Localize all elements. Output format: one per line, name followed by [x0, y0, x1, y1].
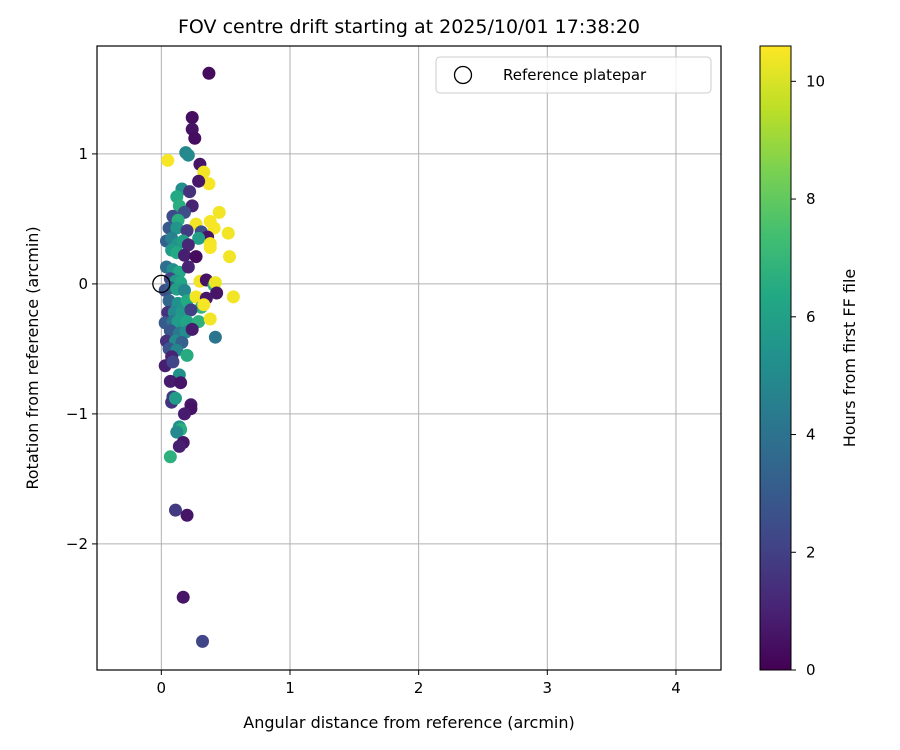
data-point — [203, 241, 217, 254]
data-point — [181, 260, 195, 274]
chart-title: FOV centre drift starting at 2025/10/01 … — [178, 16, 640, 38]
x-tick-label: 0 — [157, 679, 167, 697]
reference-marker — [152, 274, 171, 294]
data-point — [188, 131, 202, 145]
data-point — [170, 425, 184, 439]
y-axis-label: Rotation from reference (arcmin) — [23, 226, 42, 489]
x-tick-label: 4 — [671, 679, 681, 697]
data-point — [210, 286, 224, 300]
data-point — [174, 376, 188, 390]
legend-box — [435, 56, 712, 94]
data-point — [197, 298, 211, 312]
colorbar-ticks: 0 2 4 6 8 10 — [791, 72, 825, 679]
data-point — [177, 248, 191, 262]
y-tick-label: −2 — [66, 535, 88, 553]
colorbar-tick-label: 0 — [806, 661, 816, 679]
data-point — [207, 221, 221, 235]
data-point — [192, 174, 206, 188]
data-point — [181, 238, 195, 252]
x-axis-ticks: 0 1 2 3 4 — [157, 670, 681, 697]
data-point — [185, 111, 199, 124]
x-tick-label: 1 — [285, 679, 295, 697]
data-point — [223, 250, 237, 264]
y-tick-label: −1 — [66, 405, 88, 423]
colorbar-gradient — [759, 45, 792, 671]
data-points — [158, 66, 240, 648]
data-point — [203, 312, 217, 326]
colorbar-tick-label: 4 — [806, 426, 816, 444]
colorbar-label: Hours from first FF file — [840, 269, 859, 448]
data-point — [189, 250, 203, 264]
plot-frame — [96, 45, 722, 671]
colorbar-tick-label: 2 — [806, 543, 816, 561]
x-axis-label: Angular distance from reference (arcmin) — [243, 713, 574, 732]
data-point — [183, 185, 197, 199]
colorbar: 0 2 4 6 8 10 Hours from first FF file — [759, 45, 859, 679]
x-tick-label: 3 — [543, 679, 553, 697]
data-point — [163, 374, 177, 388]
data-point — [221, 226, 235, 240]
legend-reference-marker — [453, 65, 473, 85]
data-point — [202, 177, 216, 191]
colorbar-tick-label: 10 — [806, 72, 825, 90]
data-point — [180, 224, 194, 238]
colorbar-tick-label: 8 — [806, 190, 816, 208]
y-tick-label: 0 — [78, 275, 88, 293]
data-point — [170, 221, 184, 235]
data-point — [185, 322, 199, 336]
data-point — [168, 503, 182, 517]
data-point — [226, 290, 240, 304]
data-point — [171, 315, 185, 329]
grid-lines — [97, 46, 721, 670]
data-point — [163, 450, 177, 464]
y-axis-ticks: −2 −1 0 1 — [66, 145, 97, 553]
y-tick-label: 1 — [78, 145, 88, 163]
data-point — [181, 148, 195, 162]
data-point — [180, 508, 194, 522]
data-point — [166, 355, 180, 369]
data-point — [212, 205, 226, 219]
data-point — [168, 391, 182, 405]
data-point — [180, 348, 194, 362]
data-point — [208, 276, 222, 290]
colorbar-tick-label: 6 — [806, 308, 816, 326]
data-point — [184, 303, 198, 317]
data-point — [177, 407, 191, 421]
x-tick-label: 2 — [414, 679, 424, 697]
reference-platepar-marker — [152, 274, 171, 294]
data-point — [172, 439, 186, 453]
data-point — [208, 330, 222, 344]
data-point — [202, 66, 216, 80]
data-point — [192, 231, 206, 245]
data-point — [176, 590, 190, 604]
data-point — [196, 634, 210, 648]
legend: Reference platepar — [435, 56, 712, 94]
data-point — [177, 283, 191, 297]
data-point — [161, 153, 175, 167]
legend-label: Reference platepar — [503, 66, 647, 84]
